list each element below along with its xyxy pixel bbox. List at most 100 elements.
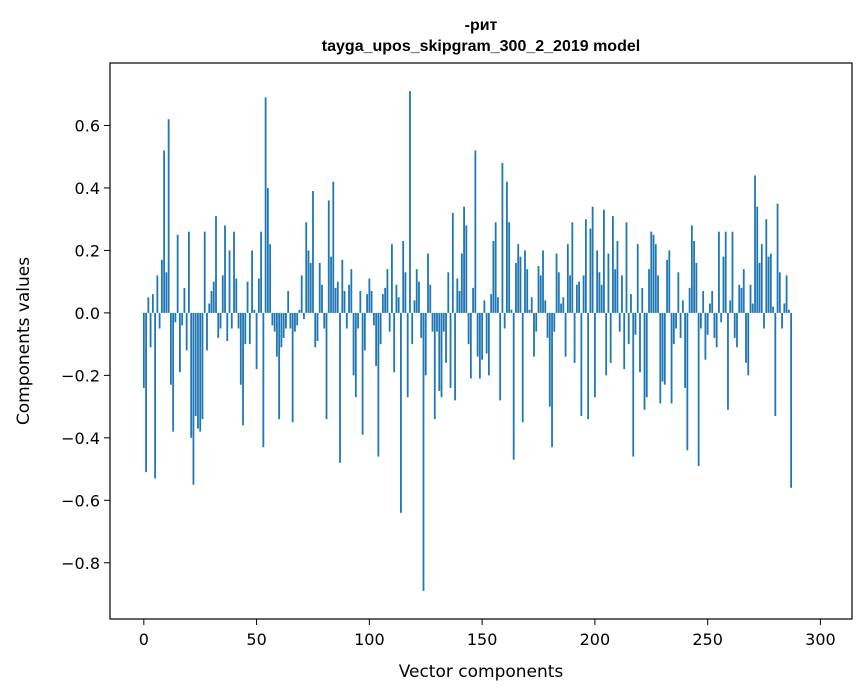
bar-73 — [307, 250, 310, 313]
bar-118 — [409, 91, 411, 313]
bar-112 — [395, 284, 398, 313]
bar-10 — [165, 272, 168, 313]
x-axis-ticks: 0 50 100 150 200 250 300 — [139, 619, 836, 649]
bar-81 — [325, 312, 328, 420]
bar-120 — [413, 300, 416, 313]
bar-34 — [219, 312, 222, 329]
bar-84 — [332, 181, 335, 313]
bar-59 — [275, 312, 278, 357]
bar-246 — [697, 312, 700, 466]
bar-148 — [476, 312, 479, 357]
bar-151 — [483, 300, 486, 313]
bar-90 — [345, 312, 348, 329]
bar-44 — [242, 312, 244, 426]
bar-206 — [607, 253, 610, 313]
bar-161 — [506, 181, 508, 313]
bar-97 — [361, 312, 364, 435]
x-tick-label: 300 — [805, 630, 836, 649]
bar-125 — [424, 312, 427, 376]
bar-30 — [210, 291, 213, 313]
bar-266 — [742, 269, 745, 313]
bar-116 — [404, 272, 407, 313]
bar-123 — [420, 312, 423, 338]
x-tick-label: 250 — [692, 630, 723, 649]
bar-11 — [167, 119, 170, 313]
bar-260 — [729, 300, 732, 313]
y-tick-label: 0.4 — [75, 179, 100, 198]
bar-186 — [562, 297, 565, 313]
bar-251 — [709, 303, 711, 313]
bar-242 — [688, 287, 691, 313]
bar-241 — [686, 312, 689, 451]
bar-180 — [548, 312, 551, 407]
bar-258 — [724, 231, 727, 313]
bar-256 — [720, 312, 723, 323]
bar-197 — [587, 312, 590, 420]
bar-265 — [740, 287, 743, 313]
bar-137 — [451, 212, 454, 313]
chart-subtitle: tayga_upos_skipgram_300_2_2019 model — [322, 38, 640, 55]
bar-136 — [449, 312, 452, 388]
bar-74 — [309, 262, 312, 313]
bar-79 — [321, 284, 323, 313]
bar-109 — [388, 312, 391, 332]
bar-102 — [372, 312, 375, 326]
bar-61 — [280, 312, 283, 348]
bar-155 — [492, 241, 495, 313]
bar-244 — [693, 241, 696, 313]
bar-108 — [386, 269, 389, 313]
bar-58 — [273, 312, 276, 332]
bar-43 — [239, 312, 242, 385]
bar-172 — [530, 297, 533, 313]
bar-210 — [616, 241, 619, 313]
bar-234 — [670, 312, 673, 404]
bar-168 — [521, 312, 524, 423]
bar-253 — [713, 312, 716, 338]
y-tick-label: −0.4 — [61, 429, 100, 448]
bar-39 — [230, 312, 233, 329]
bar-211 — [618, 312, 621, 332]
bar-152 — [485, 312, 488, 354]
bar-141 — [460, 253, 463, 313]
bar-162 — [508, 222, 511, 313]
bar-250 — [706, 312, 709, 335]
bar-219 — [636, 244, 639, 313]
bar-164 — [512, 312, 515, 460]
bar-275 — [763, 312, 765, 329]
x-tick-label: 200 — [580, 630, 611, 649]
bar-201 — [596, 250, 599, 313]
bar-89 — [343, 291, 346, 313]
bar-67 — [294, 312, 296, 332]
bar-114 — [400, 312, 402, 513]
bar-263 — [736, 312, 738, 348]
bar-203 — [600, 284, 603, 313]
bar-146 — [472, 287, 474, 313]
bar-69 — [298, 309, 301, 313]
bar-143 — [465, 225, 468, 313]
bar-51 — [257, 278, 260, 313]
bar-182 — [553, 312, 556, 332]
bar-98 — [363, 312, 366, 351]
bar-205 — [605, 312, 608, 376]
bar-16 — [179, 312, 181, 373]
bar-249 — [704, 312, 707, 360]
bar-259 — [727, 312, 729, 410]
bar-25 — [199, 312, 202, 432]
bar-188 — [566, 244, 569, 313]
bar-271 — [754, 175, 756, 313]
bar-176 — [539, 275, 542, 313]
bar-232 — [666, 259, 668, 313]
y-tick-label: 0.6 — [75, 116, 100, 135]
bar-270 — [751, 303, 754, 313]
bar-184 — [557, 272, 560, 313]
bar-144 — [467, 312, 470, 345]
bar-199 — [591, 206, 594, 313]
bar-156 — [494, 222, 497, 313]
bar-106 — [381, 294, 384, 313]
bar-56 — [269, 244, 272, 313]
bar-286 — [787, 309, 790, 313]
bar-63 — [285, 312, 287, 329]
bar-107 — [384, 287, 387, 313]
bar-196 — [584, 219, 587, 313]
